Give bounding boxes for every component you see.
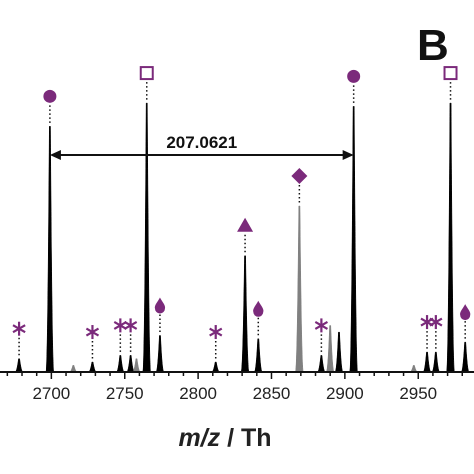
peak bbox=[240, 255, 250, 373]
asterisk-marker bbox=[85, 325, 100, 340]
x-tick-label: 2950 bbox=[399, 384, 437, 403]
peak bbox=[349, 106, 358, 373]
circle-marker bbox=[43, 89, 57, 103]
asterisk-marker bbox=[113, 318, 127, 333]
x-axis-title-quantity: m/z bbox=[178, 424, 220, 452]
peak bbox=[126, 355, 135, 373]
x-axis-title-unit: / Th bbox=[220, 424, 271, 452]
peak bbox=[155, 335, 165, 373]
asterisk-marker bbox=[314, 318, 328, 333]
asterisk-stroke bbox=[429, 317, 443, 327]
x-tick-label: 2700 bbox=[32, 384, 70, 403]
peak bbox=[422, 351, 432, 373]
circle-marker bbox=[347, 69, 361, 83]
mass-difference-annotation: 207.0621 bbox=[49, 133, 354, 160]
peak bbox=[446, 102, 455, 373]
square-marker bbox=[443, 66, 458, 81]
peak bbox=[116, 355, 125, 373]
peak bbox=[325, 325, 335, 373]
drop-marker bbox=[253, 300, 264, 317]
peak bbox=[88, 361, 97, 373]
drop-marker bbox=[460, 304, 471, 321]
peak bbox=[132, 358, 141, 373]
drop-marker bbox=[154, 297, 166, 314]
triangle-marker bbox=[237, 217, 254, 232]
asterisk-stroke bbox=[314, 320, 328, 330]
x-tick-label: 2850 bbox=[253, 384, 291, 403]
plot-area bbox=[14, 102, 470, 373]
peak bbox=[295, 205, 304, 373]
peak bbox=[142, 102, 151, 373]
peak bbox=[317, 355, 326, 373]
peak bbox=[14, 358, 24, 373]
square-marker bbox=[139, 66, 154, 81]
asterisk-stroke bbox=[12, 324, 26, 334]
peak bbox=[431, 351, 441, 373]
asterisk-marker bbox=[209, 325, 223, 340]
x-tick-label: 2800 bbox=[179, 384, 217, 403]
asterisk-marker bbox=[420, 315, 434, 330]
peak bbox=[460, 341, 470, 373]
asterisk-stroke bbox=[85, 327, 100, 337]
x-axis-title: m/z / Th bbox=[178, 424, 271, 452]
peak bbox=[334, 331, 344, 373]
diamond-marker bbox=[291, 168, 308, 184]
x-tick-label: 2900 bbox=[326, 384, 364, 403]
mass-difference-label: 207.0621 bbox=[166, 133, 237, 152]
asterisk-marker bbox=[12, 321, 26, 336]
peak-markers bbox=[12, 66, 471, 361]
asterisk-marker bbox=[429, 315, 443, 330]
series-gray bbox=[69, 205, 418, 373]
x-axis: 2700 2750 2800 2850 2900 2950 bbox=[0, 371, 474, 403]
asterisk-stroke bbox=[123, 320, 138, 330]
series-black bbox=[14, 102, 470, 373]
peak bbox=[45, 126, 55, 373]
peak bbox=[211, 361, 220, 373]
peak bbox=[254, 338, 263, 373]
asterisk-stroke bbox=[209, 327, 223, 337]
x-tick-label: 2750 bbox=[106, 384, 144, 403]
panel-label: B bbox=[417, 21, 449, 70]
asterisk-marker bbox=[123, 318, 138, 333]
